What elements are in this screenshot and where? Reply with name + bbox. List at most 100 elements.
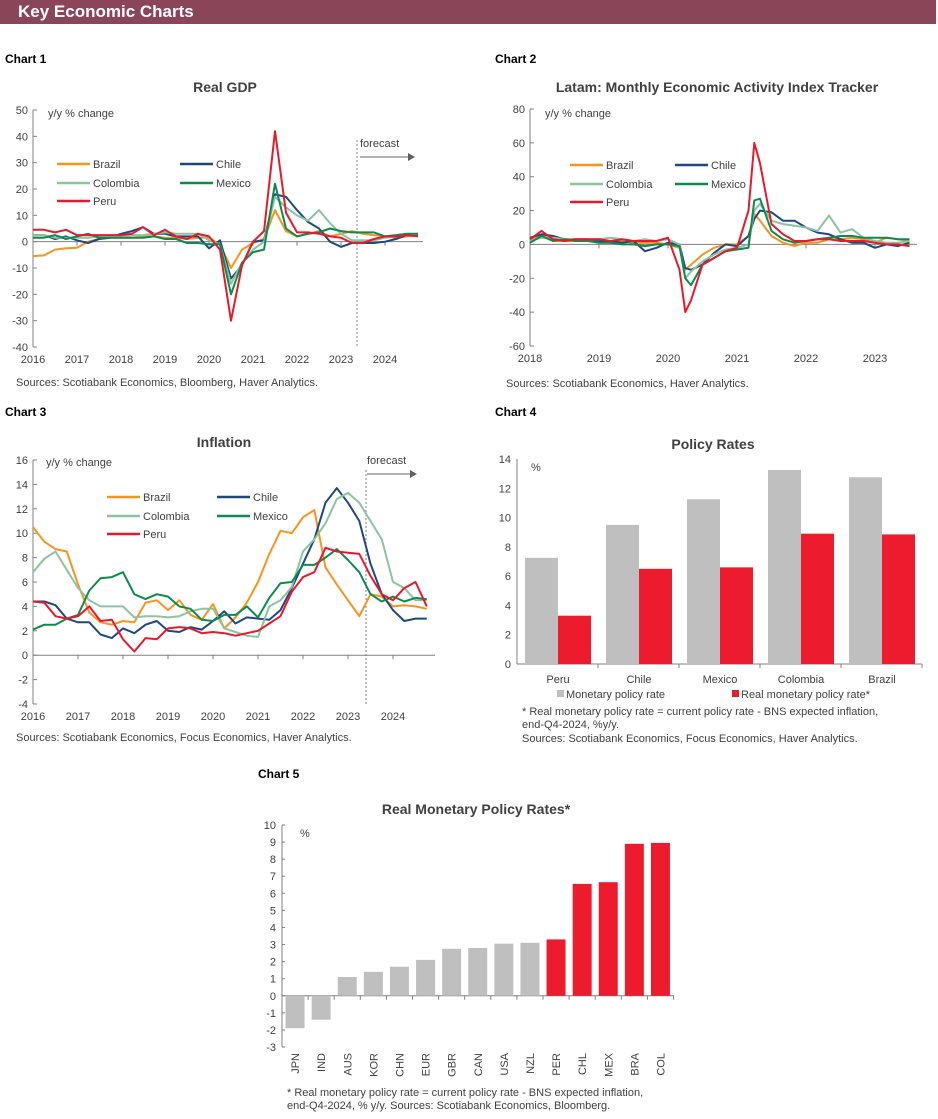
bar-col — [650, 842, 670, 996]
x-tick-label: BRA — [629, 1052, 641, 1075]
x-tick-label: 2019 — [587, 353, 611, 365]
y-tick-label: 0 — [22, 650, 28, 662]
y-tick-label: -2 — [266, 1025, 276, 1037]
y-tick-label: 0 — [22, 237, 28, 249]
x-tick-label: 2018 — [111, 711, 135, 723]
y-tick-label: 0 — [270, 991, 276, 1003]
y-tick-label: 2 — [270, 957, 276, 969]
arrow-head-icon — [408, 153, 415, 161]
y-tick-label: -40 — [12, 342, 28, 354]
y-tick-label: -10 — [12, 263, 28, 275]
series-line-chile — [33, 487, 427, 640]
source-note: Sources: Scotiabank Economics, Haver Ana… — [506, 378, 749, 390]
x-tick-label: GBR — [447, 1053, 459, 1077]
x-tick-label: MEX — [603, 1052, 615, 1077]
series-line-colombia — [32, 491, 427, 638]
x-tick-label: 2018 — [109, 354, 133, 366]
footnote: end-Q4-2024, % y/y. Sources: Scotiabank … — [287, 1100, 610, 1112]
x-tick-label: 2018 — [518, 353, 542, 365]
bar-real-rate-chile — [639, 568, 672, 664]
y-tick-label: -1 — [266, 1008, 276, 1020]
legend-label: Colombia — [143, 511, 190, 523]
series-line-peru — [529, 141, 910, 314]
page-header: Key Economic Charts — [0, 0, 936, 24]
y-tick-label: 3 — [270, 940, 276, 952]
series-line-peru — [33, 130, 419, 322]
x-tick-label: 2023 — [336, 711, 360, 723]
bar-bra — [624, 843, 644, 996]
bar-nzl — [520, 942, 540, 996]
x-tick-label: 2021 — [241, 354, 265, 366]
y-tick-label: 50 — [16, 105, 28, 117]
bar-jpn — [285, 995, 305, 1029]
x-tick-label: CAN — [473, 1053, 485, 1076]
legend-label: Monetary policy rate — [566, 689, 665, 701]
x-tick-label: 2016 — [21, 354, 45, 366]
chart-label: Chart 3 — [5, 405, 47, 419]
y-tick-label: 12 — [499, 483, 511, 495]
y-tick-label: 10 — [16, 210, 28, 222]
chart-title: Latam: Monthly Economic Activity Index T… — [556, 79, 879, 95]
x-tick-label: 2023 — [329, 354, 353, 366]
bar-kor — [363, 971, 383, 996]
x-tick-label: 2016 — [21, 711, 45, 723]
chart-title: Policy Rates — [671, 436, 754, 452]
legend-label: Colombia — [606, 179, 653, 191]
y-tick-label: 10 — [264, 820, 276, 832]
bar-aus — [337, 976, 357, 996]
legend-swatch — [557, 690, 564, 697]
legend-label: Real monetary policy rate* — [741, 689, 871, 701]
y-tick-label: 14 — [16, 479, 28, 491]
y-axis-label: % — [531, 462, 541, 474]
y-tick-label: -30 — [12, 316, 28, 328]
y-tick-label: 20 — [513, 206, 525, 218]
legend-label: Mexico — [216, 178, 251, 190]
page-title: Key Economic Charts — [18, 2, 194, 21]
x-tick-label: CHN — [394, 1053, 406, 1077]
legend-label: Peru — [606, 197, 629, 209]
x-tick-label: 2019 — [153, 354, 177, 366]
y-tick-label: 8 — [505, 542, 511, 554]
bar-policy-rate-chile — [606, 524, 639, 664]
source-note: Sources: Scotiabank Economics, Focus Eco… — [16, 732, 352, 744]
legend-label: Peru — [143, 529, 166, 541]
y-tick-label: 10 — [499, 513, 511, 525]
bar-can — [468, 947, 488, 996]
y-tick-label: -60 — [509, 341, 525, 353]
bar-policy-rate-peru — [525, 557, 558, 664]
x-tick-label: JPN — [290, 1053, 302, 1074]
x-tick-label: CHL — [577, 1053, 589, 1075]
y-tick-label: 16 — [16, 455, 28, 467]
x-tick-label: USA — [499, 1052, 511, 1075]
y-tick-label: 7 — [270, 871, 276, 883]
x-tick-label: 2021 — [725, 353, 749, 365]
y-tick-label: 6 — [22, 577, 28, 589]
y-tick-label: 8 — [270, 854, 276, 866]
legend-label: Brazil — [143, 492, 171, 504]
series-line-brazil — [32, 509, 428, 630]
chart-label: Chart 5 — [258, 767, 300, 781]
legend-label: Peru — [93, 196, 116, 208]
footnote: end-Q4-2024, %y/y. — [522, 719, 619, 731]
footnote: * Real monetary policy rate = current po… — [287, 1087, 643, 1099]
y-tick-label: 6 — [505, 571, 511, 583]
y-tick-label: 4 — [270, 922, 276, 934]
x-tick-label: 2022 — [285, 354, 309, 366]
bar-policy-rate-colombia — [768, 469, 801, 664]
y-tick-label: 2 — [22, 626, 28, 638]
x-tick-label: KOR — [368, 1053, 380, 1077]
y-tick-label: 14 — [499, 454, 511, 466]
x-tick-label: AUS — [342, 1053, 354, 1076]
bar-policy-rate-brazil — [849, 477, 882, 664]
chart-label: Chart 1 — [5, 52, 47, 66]
y-tick-label: 10 — [16, 528, 28, 540]
y-tick-label: -20 — [509, 273, 525, 285]
y-tick-label: 60 — [513, 138, 525, 150]
legend-label: Chile — [253, 492, 278, 504]
y-axis-label: % — [300, 828, 310, 840]
bar-real-rate-peru — [558, 615, 591, 664]
y-tick-label: 6 — [270, 888, 276, 900]
series-line-chile — [529, 209, 910, 271]
x-tick-label: 2019 — [156, 711, 180, 723]
y-tick-label: 0 — [519, 239, 525, 251]
